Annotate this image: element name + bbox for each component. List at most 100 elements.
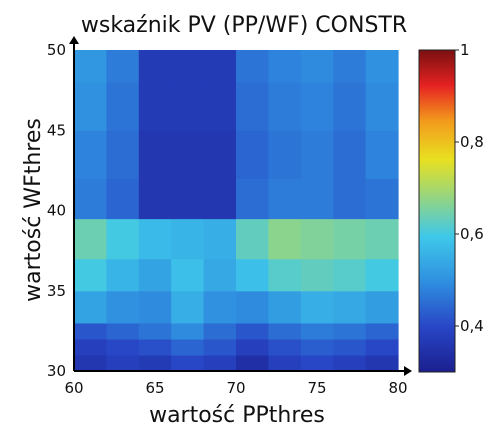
heatmap-cell	[333, 82, 367, 131]
heatmap-cell	[236, 290, 269, 324]
heatmap-cell	[365, 290, 399, 324]
heatmap-cell	[365, 50, 399, 83]
y-tick-label: 50	[47, 41, 66, 59]
colorbar-tick-labels: 0,4 0,6 0,8 1	[455, 41, 484, 335]
heatmap-cell	[365, 354, 399, 372]
heatmap-cell	[74, 354, 107, 372]
heatmap-cell	[106, 178, 140, 220]
heatmap-cell	[203, 338, 237, 356]
heatmap-cell	[268, 258, 302, 292]
heatmap-cell	[138, 218, 172, 260]
heatmap-cell	[333, 130, 367, 179]
heatmap-cell	[138, 178, 172, 220]
heatmap-cell	[333, 178, 367, 220]
heatmap-cell	[268, 130, 302, 179]
heatmap-cell	[236, 50, 269, 83]
heatmap-cell	[106, 130, 140, 179]
heatmap-cell	[333, 322, 367, 340]
y-tick-label: 45	[47, 121, 66, 139]
heatmap-cell	[106, 290, 140, 324]
heatmap-cell	[268, 82, 302, 131]
heatmap-cell	[106, 218, 140, 260]
colorbar-tick-label: 0,8	[460, 133, 484, 151]
heatmap-cell	[333, 218, 367, 260]
heatmap-cell	[74, 82, 107, 131]
heatmap-cell	[365, 82, 399, 131]
heatmap-cell	[300, 338, 334, 356]
colorbar-tick-label: 0,4	[460, 317, 484, 335]
heatmap-cell	[236, 218, 269, 260]
heatmap-cell	[236, 178, 269, 220]
x-axis-label: wartość PPthres	[149, 403, 325, 428]
colorbar	[418, 49, 456, 373]
heatmap-cell	[106, 338, 140, 356]
heatmap-cell	[74, 130, 107, 179]
heatmap-cell	[203, 258, 237, 292]
heatmap-cell	[138, 338, 172, 356]
heatmap-cell	[138, 50, 172, 83]
heatmap-cell	[203, 130, 237, 179]
x-tick-label: 80	[388, 379, 407, 397]
heatmap-cell	[171, 130, 205, 179]
heatmap-cell	[106, 354, 140, 372]
heatmap-cell	[365, 322, 399, 340]
heatmap-cell	[236, 130, 269, 179]
heatmap-cell	[138, 258, 172, 292]
heatmap-cell	[74, 50, 107, 83]
x-axis-arrow	[404, 366, 412, 376]
heatmap-cell	[268, 354, 302, 372]
heatmap-cell	[300, 82, 334, 131]
heatmap-cell	[74, 322, 107, 340]
heatmap-cell	[203, 82, 237, 131]
heatmap-cell	[171, 178, 205, 220]
heatmap-cell	[268, 322, 302, 340]
heatmap-cell	[236, 82, 269, 131]
heatmap-cell	[333, 258, 367, 292]
heatmap-cell	[171, 354, 205, 372]
heatmap-cell	[106, 50, 140, 83]
heatmap-cell	[300, 218, 334, 260]
heatmap-cell	[268, 218, 302, 260]
x-tick-label: 65	[145, 379, 164, 397]
heatmap-cell	[236, 258, 269, 292]
x-tick-labels: 60 65 70 75 80	[64, 379, 407, 397]
heatmap-cell	[365, 218, 399, 260]
heatmap-cell	[268, 50, 302, 83]
y-tick-label: 35	[47, 282, 66, 300]
heatmap-cell	[138, 130, 172, 179]
heatmap-cell	[74, 178, 107, 220]
heatmap-cell	[300, 50, 334, 83]
heatmap-cell	[106, 82, 140, 131]
y-tick-label: 40	[47, 202, 66, 220]
heatmap-cell	[203, 218, 237, 260]
heatmap-cell	[74, 258, 107, 292]
heatmap-cell	[333, 354, 367, 372]
heatmap-cell	[74, 338, 107, 356]
heatmap-cell	[171, 290, 205, 324]
heatmap-cell	[365, 338, 399, 356]
heatmap-cell	[236, 354, 269, 372]
colorbar-tick-label: 1	[460, 41, 470, 59]
heatmap-cell	[203, 354, 237, 372]
heatmap-cell	[300, 322, 334, 340]
heatmap-cell	[203, 178, 237, 220]
heatmap-cell	[138, 354, 172, 372]
y-tick-label: 30	[47, 362, 66, 380]
heatmap-cell	[236, 322, 269, 340]
heatmap-cell	[171, 82, 205, 131]
y-axis-label: wartość WFthres	[21, 118, 46, 302]
heatmap-cells	[74, 50, 399, 372]
heatmap-cell	[171, 50, 205, 83]
heatmap-cell	[268, 338, 302, 356]
heatmap-cell	[300, 178, 334, 220]
heatmap-cell	[203, 50, 237, 83]
heatmap-cell	[268, 290, 302, 324]
heatmap-cell	[106, 258, 140, 292]
heatmap-cell	[333, 338, 367, 356]
heatmap-cell	[300, 290, 334, 324]
heatmap-cell	[268, 178, 302, 220]
heatmap-cell	[106, 322, 140, 340]
chart-title: wskaźnik PV (PP/WF) CONSTR	[81, 13, 407, 38]
heatmap-cell	[365, 258, 399, 292]
